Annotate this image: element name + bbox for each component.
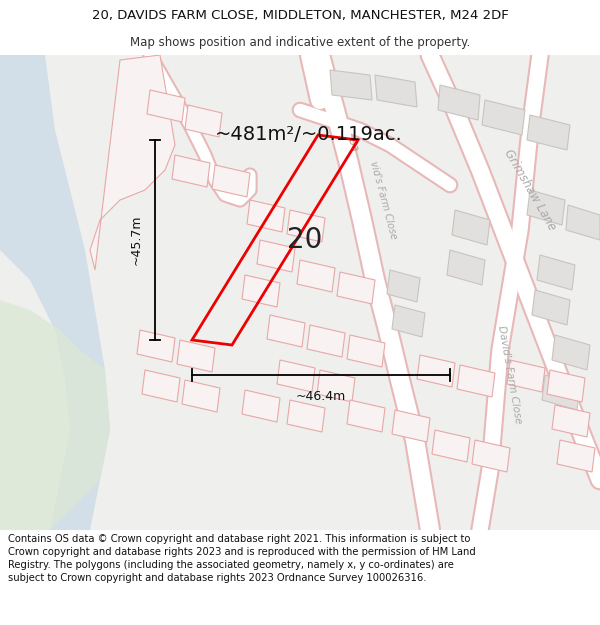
Text: Grimshaw Lane: Grimshaw Lane bbox=[502, 147, 559, 233]
Polygon shape bbox=[247, 200, 285, 232]
Text: ~45.7m: ~45.7m bbox=[130, 215, 143, 265]
Polygon shape bbox=[507, 360, 545, 392]
Polygon shape bbox=[242, 275, 280, 307]
Polygon shape bbox=[147, 90, 185, 122]
Polygon shape bbox=[347, 335, 385, 367]
Polygon shape bbox=[287, 400, 325, 432]
Text: Da: Da bbox=[346, 136, 360, 154]
Text: David's Farm Close: David's Farm Close bbox=[496, 325, 524, 425]
Text: vid's Farm Close: vid's Farm Close bbox=[368, 160, 398, 240]
Polygon shape bbox=[0, 55, 110, 530]
Polygon shape bbox=[557, 440, 595, 472]
Polygon shape bbox=[0, 300, 110, 530]
Polygon shape bbox=[452, 210, 490, 245]
Polygon shape bbox=[257, 240, 295, 272]
Polygon shape bbox=[438, 85, 480, 120]
Polygon shape bbox=[537, 255, 575, 290]
Polygon shape bbox=[552, 405, 590, 437]
Polygon shape bbox=[317, 370, 355, 402]
Polygon shape bbox=[542, 375, 580, 410]
Polygon shape bbox=[277, 360, 315, 392]
Polygon shape bbox=[432, 430, 470, 462]
Polygon shape bbox=[527, 115, 570, 150]
Text: Map shows position and indicative extent of the property.: Map shows position and indicative extent… bbox=[130, 36, 470, 49]
Polygon shape bbox=[267, 315, 305, 347]
Polygon shape bbox=[417, 355, 455, 387]
Polygon shape bbox=[307, 325, 345, 357]
Polygon shape bbox=[347, 400, 385, 432]
Text: ~46.4m: ~46.4m bbox=[296, 390, 346, 403]
Polygon shape bbox=[287, 210, 325, 242]
Polygon shape bbox=[547, 370, 585, 402]
Polygon shape bbox=[387, 270, 420, 302]
Polygon shape bbox=[375, 75, 417, 107]
Polygon shape bbox=[297, 260, 335, 292]
Polygon shape bbox=[472, 440, 510, 472]
Polygon shape bbox=[330, 70, 372, 100]
Polygon shape bbox=[212, 165, 250, 197]
Polygon shape bbox=[566, 205, 600, 240]
Polygon shape bbox=[177, 340, 215, 372]
Polygon shape bbox=[482, 100, 525, 135]
Text: ~481m²/~0.119ac.: ~481m²/~0.119ac. bbox=[215, 126, 403, 144]
Polygon shape bbox=[392, 305, 425, 337]
Text: Contains OS data © Crown copyright and database right 2021. This information is : Contains OS data © Crown copyright and d… bbox=[8, 534, 476, 583]
Polygon shape bbox=[172, 155, 210, 187]
Polygon shape bbox=[457, 365, 495, 397]
Polygon shape bbox=[137, 330, 175, 362]
Polygon shape bbox=[527, 190, 565, 225]
Polygon shape bbox=[242, 390, 280, 422]
Polygon shape bbox=[182, 380, 220, 412]
Polygon shape bbox=[552, 335, 590, 370]
Polygon shape bbox=[392, 410, 430, 442]
Polygon shape bbox=[447, 250, 485, 285]
Text: 20: 20 bbox=[287, 226, 323, 254]
Polygon shape bbox=[532, 290, 570, 325]
Polygon shape bbox=[337, 272, 375, 304]
Polygon shape bbox=[90, 55, 175, 270]
Text: 20, DAVIDS FARM CLOSE, MIDDLETON, MANCHESTER, M24 2DF: 20, DAVIDS FARM CLOSE, MIDDLETON, MANCHE… bbox=[92, 9, 508, 22]
Polygon shape bbox=[185, 105, 222, 137]
Polygon shape bbox=[142, 370, 180, 402]
